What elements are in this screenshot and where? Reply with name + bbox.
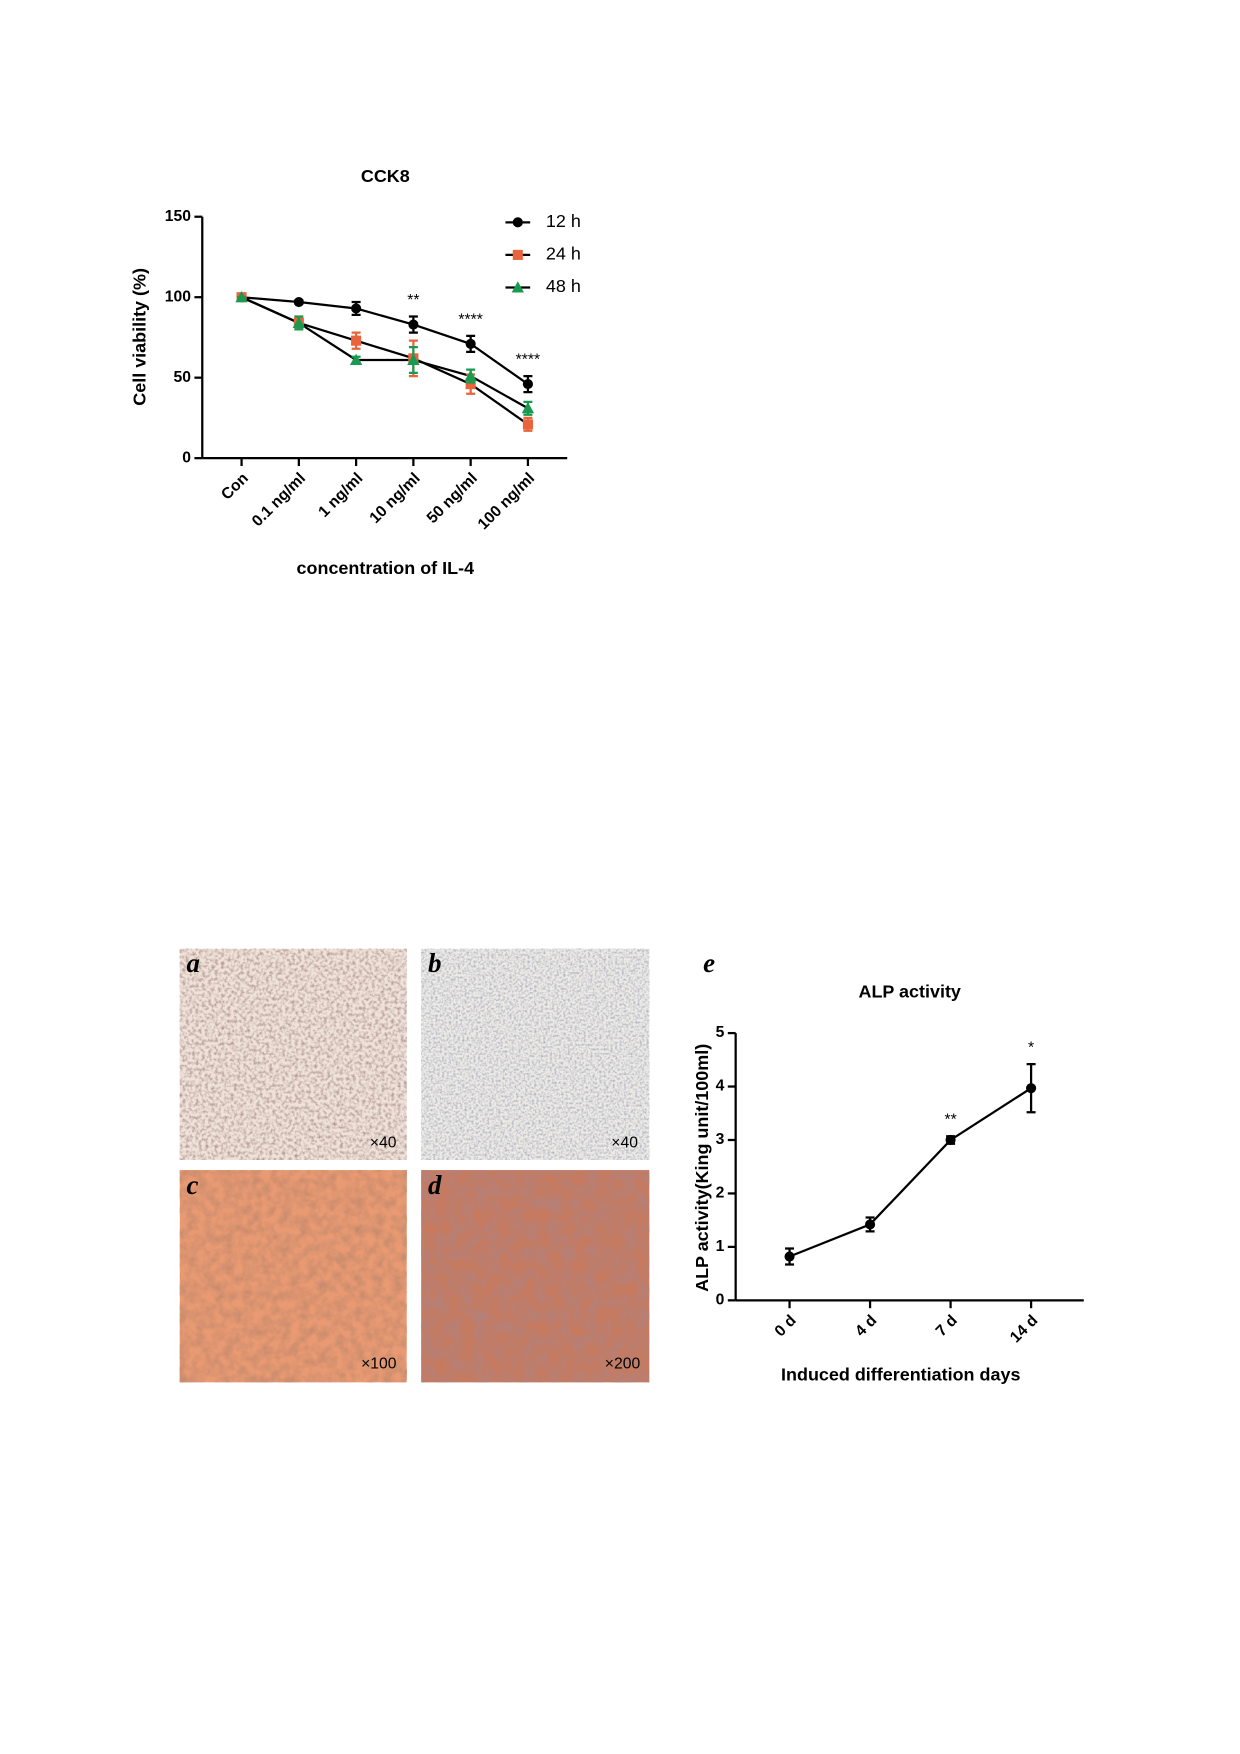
legend-label: 24 h <box>546 244 581 264</box>
y-tick-label: 1 <box>716 1238 725 1255</box>
marker <box>464 369 477 382</box>
x-tick-label: 0.1 ng/ml <box>249 470 309 530</box>
panel-label: d <box>428 1170 442 1200</box>
significance: * <box>1028 1040 1034 1057</box>
magnification: ×200 <box>605 1356 641 1373</box>
marker <box>511 281 524 293</box>
micrograph-a <box>179 948 407 1160</box>
x-tick-label: 50 ng/ml <box>424 470 481 527</box>
significance: **** <box>516 352 540 369</box>
marker <box>293 296 304 308</box>
marker <box>292 316 306 329</box>
significance: ** <box>944 1112 956 1129</box>
micrograph-c <box>179 1170 407 1383</box>
marker <box>349 353 363 366</box>
y-tick-label: 4 <box>716 1078 725 1095</box>
magnification: ×40 <box>370 1134 397 1151</box>
y-tick-label: 2 <box>716 1185 725 1202</box>
series-line <box>241 296 529 386</box>
y-tick-label: 3 <box>716 1131 725 1148</box>
x-tick-label: Con <box>218 470 252 504</box>
x-tick-label: 1 ng/ml <box>315 470 366 521</box>
series-line <box>789 1087 1032 1258</box>
marker <box>408 319 419 330</box>
chart-title: CCK8 <box>361 166 410 186</box>
legend-label: 12 h <box>546 211 581 231</box>
x-tick-label: 10 ng/ml <box>367 470 424 527</box>
y-axis-label: Cell viability (%) <box>129 268 149 406</box>
y-tick-label: 0 <box>182 449 191 466</box>
panel-label: b <box>428 948 441 978</box>
magnification: ×40 <box>611 1134 638 1151</box>
significance: **** <box>458 311 482 328</box>
marker <box>522 379 533 390</box>
marker <box>865 1219 876 1230</box>
x-tick-label: 4 d <box>852 1312 880 1340</box>
panel-label: e <box>703 948 715 978</box>
x-axis-label: concentration of IL-4 <box>297 558 475 578</box>
x-tick-label: 0 d <box>772 1312 800 1340</box>
magnification: ×100 <box>361 1356 397 1373</box>
y-tick-label: 5 <box>716 1024 725 1041</box>
marker <box>1026 1083 1037 1094</box>
x-tick-label: 7 d <box>933 1312 961 1340</box>
micrograph-b <box>421 948 650 1160</box>
marker <box>351 335 362 346</box>
x-tick-label: 14 d <box>1007 1312 1041 1346</box>
chart-title: ALP activity <box>858 981 960 1001</box>
x-axis-label: Induced differentiation days <box>781 1364 1020 1384</box>
marker <box>407 353 420 366</box>
marker <box>465 379 476 390</box>
legend-label: 48 h <box>546 276 581 296</box>
x-tick-label: 100 ng/ml <box>475 470 538 533</box>
marker <box>512 249 523 260</box>
y-tick-label: 0 <box>716 1291 725 1308</box>
marker <box>235 291 248 303</box>
marker <box>521 402 535 414</box>
marker <box>512 217 523 228</box>
marker <box>522 419 533 430</box>
micrograph-d <box>421 1170 650 1383</box>
y-tick-label: 50 <box>174 369 192 386</box>
panel-label: c <box>187 1170 199 1200</box>
y-tick-label: 150 <box>165 208 191 225</box>
series-line <box>241 296 529 410</box>
marker <box>945 1134 956 1146</box>
y-tick-label: 100 <box>165 288 191 305</box>
y-axis-label: ALP activity(King unit/100ml) <box>692 1044 712 1292</box>
marker <box>784 1251 795 1262</box>
panel-label: a <box>187 948 200 978</box>
marker <box>351 303 362 314</box>
marker <box>465 338 476 349</box>
significance: ** <box>407 292 419 309</box>
